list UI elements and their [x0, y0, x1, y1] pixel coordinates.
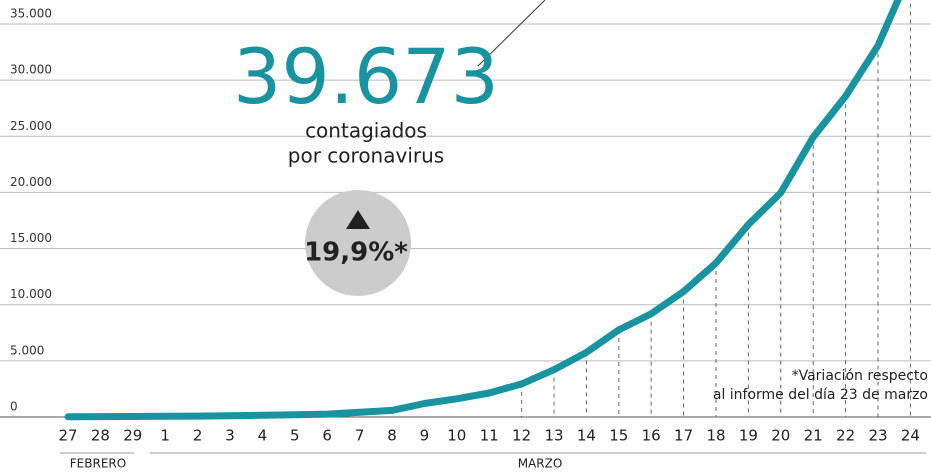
y-tick-label: 5.000 — [10, 343, 44, 357]
change-value: 19,9%* — [304, 238, 408, 268]
leader-line — [477, 0, 546, 67]
up-arrow — [346, 210, 370, 229]
headline-caption: por coronavirus — [288, 144, 444, 168]
y-tick-label: 35.000 — [10, 7, 52, 21]
x-tick-label: 14 — [577, 427, 596, 445]
x-tick-label: 17 — [674, 427, 693, 445]
y-tick-label: 30.000 — [10, 63, 52, 77]
x-tick-label: 6 — [322, 427, 332, 445]
x-tick-label: 23 — [868, 427, 887, 445]
y-tick-label: 20.000 — [10, 175, 52, 189]
x-tick-label: 21 — [804, 427, 823, 445]
x-tick-label: 9 — [420, 427, 430, 445]
month-label: FEBRERO — [70, 457, 126, 471]
x-tick-label: 3 — [225, 427, 235, 445]
x-tick-label: 18 — [706, 427, 725, 445]
x-tick-label: 27 — [58, 427, 77, 445]
x-tick-label: 24 — [901, 427, 920, 445]
x-tick-label: 16 — [642, 427, 661, 445]
y-tick-label: 10.000 — [10, 287, 52, 301]
x-tick-label: 11 — [480, 427, 499, 445]
y-tick-label: 25.000 — [10, 119, 52, 133]
x-tick-label: 28 — [91, 427, 110, 445]
x-tick-label: 5 — [290, 427, 300, 445]
x-tick-label: 12 — [512, 427, 531, 445]
x-tick-label: 15 — [609, 427, 628, 445]
y-tick-label: 0 — [10, 400, 18, 414]
headline: 39.673 — [233, 32, 499, 121]
change-badge — [305, 190, 411, 296]
x-tick-label: 19 — [739, 427, 758, 445]
x-tick-label: 29 — [123, 427, 142, 445]
x-tick-label: 13 — [544, 427, 563, 445]
x-tick-label: 4 — [258, 427, 268, 445]
footnote: al informe del día 23 de marzo — [713, 387, 928, 403]
x-tick-label: 20 — [771, 427, 790, 445]
x-tick-label: 22 — [836, 427, 855, 445]
headline-caption: contagiados — [305, 119, 427, 143]
x-tick-label: 7 — [355, 427, 365, 445]
x-tick-label: 10 — [447, 427, 466, 445]
x-tick-label: 8 — [387, 427, 397, 445]
y-tick-label: 15.000 — [10, 231, 52, 245]
month-label: MARZO — [518, 457, 563, 471]
x-tick-label: 2 — [193, 427, 203, 445]
footnote: *Variación respecto — [792, 368, 928, 384]
series-line — [64, 0, 902, 421]
x-tick-label: 1 — [160, 427, 170, 445]
